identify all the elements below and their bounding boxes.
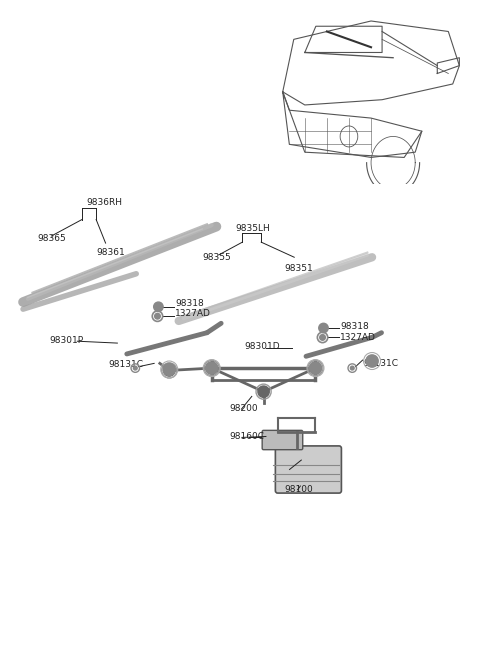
- FancyBboxPatch shape: [276, 446, 341, 493]
- Text: 9835LH: 9835LH: [235, 224, 270, 234]
- Text: 98160C: 98160C: [229, 432, 264, 441]
- Text: 98301D: 98301D: [245, 342, 280, 351]
- Circle shape: [366, 355, 378, 367]
- Text: 1327AD: 1327AD: [175, 309, 211, 318]
- FancyBboxPatch shape: [262, 430, 303, 450]
- Circle shape: [163, 363, 175, 376]
- Text: 98131C: 98131C: [363, 359, 398, 368]
- Circle shape: [154, 302, 163, 312]
- Circle shape: [320, 335, 325, 340]
- Text: 1327AD: 1327AD: [340, 333, 376, 342]
- Text: 98355: 98355: [202, 253, 231, 262]
- Text: 98361: 98361: [96, 248, 125, 257]
- Circle shape: [319, 323, 328, 333]
- Circle shape: [155, 314, 160, 319]
- Text: 98318: 98318: [340, 322, 369, 331]
- Text: 98318: 98318: [175, 299, 204, 308]
- Circle shape: [164, 365, 175, 376]
- Circle shape: [350, 366, 354, 370]
- Text: 98365: 98365: [37, 234, 66, 243]
- Circle shape: [310, 362, 321, 374]
- Circle shape: [205, 362, 218, 374]
- Circle shape: [206, 362, 217, 374]
- Text: 98301P: 98301P: [49, 336, 83, 345]
- Circle shape: [258, 386, 269, 398]
- Text: 98100: 98100: [285, 485, 313, 494]
- Text: 98200: 98200: [229, 403, 258, 413]
- Text: 98131C: 98131C: [108, 359, 143, 369]
- Circle shape: [133, 366, 137, 370]
- Circle shape: [309, 362, 322, 374]
- Text: 98351: 98351: [285, 264, 313, 274]
- Text: 9836RH: 9836RH: [87, 198, 123, 207]
